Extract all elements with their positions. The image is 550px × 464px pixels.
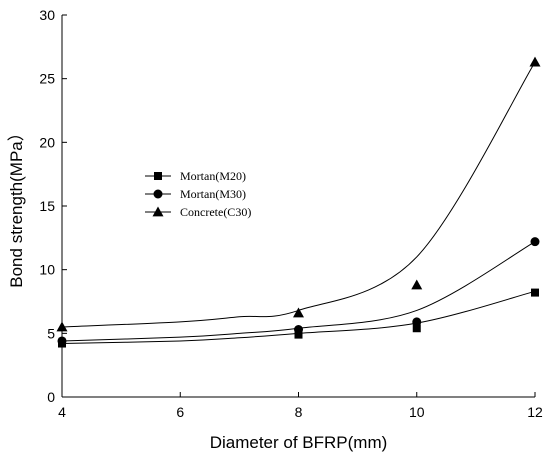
triangle-marker <box>293 307 304 318</box>
square-marker <box>412 324 421 333</box>
legend-label: Mortan(M30) <box>180 187 246 201</box>
legend-label: Concrete(C30) <box>180 205 251 219</box>
y-tick-label: 10 <box>39 262 55 278</box>
x-tick-label: 4 <box>58 404 66 420</box>
circle-marker <box>530 237 540 247</box>
triangle-marker <box>56 321 68 332</box>
square-marker <box>154 172 162 180</box>
fit-curve <box>61 290 536 345</box>
circle-marker <box>153 189 163 199</box>
fit-curves <box>61 61 536 345</box>
x-axis-label: Diameter of BFRP(mm) <box>210 433 388 452</box>
y-tick-label: 20 <box>39 134 55 150</box>
x-tick-label: 8 <box>295 404 303 420</box>
y-tick-label: 5 <box>47 325 55 341</box>
y-tick-label: 30 <box>39 7 55 23</box>
tick-labels: 4 6 8 10 12 0 5 10 15 20 25 30 <box>39 7 543 420</box>
fit-curve <box>61 241 536 342</box>
y-tick-label: 15 <box>39 198 55 214</box>
x-tick-label: 12 <box>527 404 543 420</box>
y-tick-label: 25 <box>39 71 55 87</box>
circle-marker <box>412 317 422 327</box>
square-marker <box>531 288 539 297</box>
y-tick-label: 0 <box>47 389 55 405</box>
y-axis-label: Bond strength(MPa） <box>7 124 26 287</box>
triangle-marker <box>152 206 164 217</box>
legend-label: Mortan(M20) <box>180 169 246 183</box>
legend: Mortan(M20) Mortan(M30) Concrete(C30) <box>145 169 251 219</box>
square-marker <box>294 330 303 339</box>
x-tick-label: 6 <box>176 404 184 420</box>
x-tick-label: 10 <box>409 404 425 420</box>
circle-marker <box>57 336 67 346</box>
triangle-marker <box>529 56 541 67</box>
data-markers <box>56 56 541 348</box>
circle-marker <box>294 325 303 335</box>
axes <box>61 14 536 398</box>
triangle-marker <box>411 279 423 290</box>
